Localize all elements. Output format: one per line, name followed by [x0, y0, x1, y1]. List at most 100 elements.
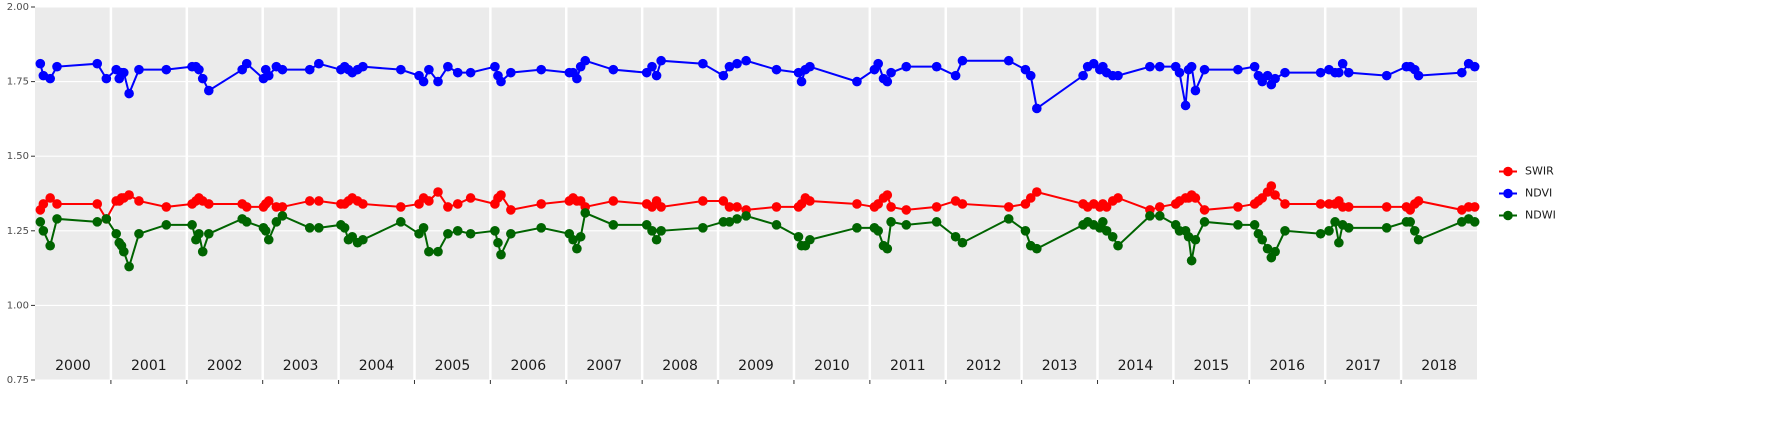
data-point	[1113, 70, 1123, 81]
data-point	[580, 55, 591, 66]
data-point	[433, 246, 443, 257]
year-label: 2001	[131, 358, 167, 374]
data-point	[741, 211, 751, 221]
year-label: 2010	[814, 358, 850, 374]
data-point	[698, 196, 708, 206]
data-point	[263, 70, 274, 81]
data-point	[1190, 234, 1201, 245]
year-label: 2008	[662, 358, 698, 374]
data-point	[1154, 211, 1165, 221]
y-tick-label: 0.75	[7, 375, 29, 386]
data-point	[358, 234, 368, 245]
data-point	[433, 187, 443, 197]
data-point	[1315, 228, 1326, 239]
year-label: 2004	[359, 358, 395, 374]
data-point	[496, 76, 506, 87]
data-point	[1025, 193, 1036, 203]
data-point	[465, 67, 476, 78]
data-point	[452, 67, 463, 78]
data-point	[1334, 67, 1344, 78]
data-point	[52, 214, 62, 224]
data-point	[1270, 190, 1280, 200]
year-label: 2014	[1118, 358, 1154, 374]
data-point	[490, 226, 500, 236]
year-label: 2011	[890, 358, 926, 374]
data-point	[304, 223, 315, 233]
year-label: 2015	[1194, 358, 1230, 374]
data-point	[452, 226, 463, 236]
data-point	[793, 231, 804, 242]
data-point	[1413, 196, 1424, 206]
data-point	[161, 220, 172, 230]
data-point	[1098, 217, 1108, 227]
data-point	[424, 246, 434, 257]
data-point	[134, 228, 144, 239]
data-point	[263, 234, 274, 245]
year-label: 2012	[966, 358, 1002, 374]
data-point	[241, 58, 252, 69]
data-point	[194, 228, 204, 239]
data-point	[698, 223, 708, 233]
data-point	[433, 76, 443, 87]
data-point	[886, 217, 896, 227]
data-point	[52, 199, 62, 209]
data-point	[575, 231, 586, 242]
data-point	[506, 67, 516, 78]
data-point	[957, 237, 968, 248]
data-point	[1180, 100, 1191, 111]
data-point	[124, 88, 134, 99]
year-label: 2009	[738, 358, 774, 374]
data-point	[1145, 61, 1155, 72]
data-point	[568, 234, 578, 245]
data-point	[1381, 223, 1392, 233]
year-label: 2006	[510, 358, 546, 374]
data-point	[1233, 64, 1243, 75]
data-point	[950, 70, 961, 81]
data-point	[572, 73, 582, 84]
data-point	[656, 55, 666, 66]
data-point	[1381, 202, 1392, 212]
data-point	[732, 202, 742, 212]
data-point	[424, 64, 434, 75]
data-point	[1249, 220, 1260, 230]
legend-label: NDVI	[1525, 187, 1552, 200]
data-point	[465, 228, 476, 239]
data-point	[1113, 240, 1123, 251]
data-point	[1266, 181, 1277, 191]
data-point	[901, 205, 912, 215]
data-point	[1262, 70, 1273, 81]
data-point	[651, 70, 662, 81]
data-point	[852, 223, 862, 233]
data-point	[92, 217, 103, 227]
year-label: 2018	[1421, 358, 1457, 374]
data-point	[1145, 211, 1155, 221]
data-point	[197, 73, 208, 84]
data-point	[92, 58, 103, 69]
data-point	[38, 226, 49, 236]
data-point	[873, 58, 883, 69]
data-point	[314, 58, 324, 69]
data-point	[741, 55, 751, 66]
data-point	[496, 249, 506, 260]
data-point	[1078, 70, 1088, 81]
data-point	[1405, 217, 1416, 227]
data-point	[396, 202, 406, 212]
data-point	[886, 67, 896, 78]
year-label: 2000	[55, 358, 91, 374]
y-tick-label: 1.25	[7, 226, 29, 237]
data-point	[443, 61, 453, 72]
y-tick-label: 1.50	[7, 151, 29, 162]
data-point	[506, 205, 516, 215]
data-point	[724, 217, 735, 227]
data-point	[277, 211, 288, 221]
y-tick-label: 1.75	[7, 77, 29, 88]
data-point	[1337, 58, 1348, 69]
data-point	[931, 217, 942, 227]
data-point	[493, 237, 503, 248]
data-point	[608, 64, 619, 75]
year-label: 2017	[1345, 358, 1381, 374]
data-point	[358, 199, 368, 209]
data-point	[1413, 70, 1424, 81]
data-point	[718, 196, 729, 206]
